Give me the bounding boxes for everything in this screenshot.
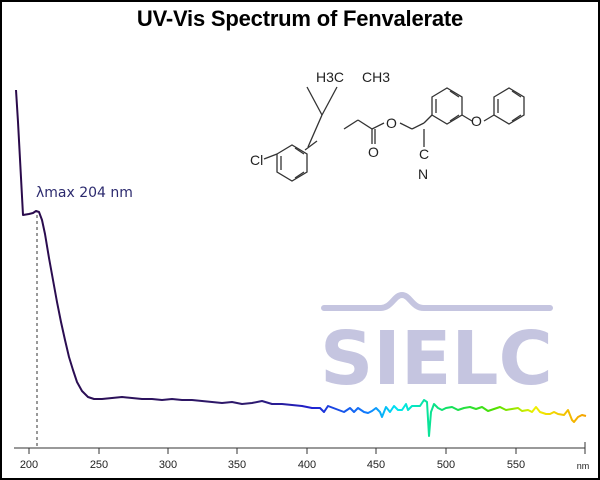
- svg-text:O: O: [368, 144, 379, 160]
- svg-text:O: O: [471, 113, 482, 129]
- svg-text:Cl: Cl: [250, 152, 263, 168]
- svg-text:550: 550: [507, 459, 525, 471]
- svg-text:250: 250: [90, 459, 108, 471]
- svg-text:CH3: CH3: [362, 69, 390, 85]
- watermark-text: SIELC: [320, 316, 553, 402]
- svg-text:400: 400: [298, 459, 316, 471]
- svg-text:300: 300: [159, 459, 177, 471]
- x-axis: [14, 442, 586, 454]
- svg-text:H3C: H3C: [316, 69, 344, 85]
- x-tick-labels: 200 250 300 350 400 450 500 550 nm: [20, 459, 589, 471]
- svg-text:N: N: [418, 166, 428, 182]
- svg-text:350: 350: [228, 459, 246, 471]
- svg-text:450: 450: [367, 459, 385, 471]
- chemical-structure: [263, 86, 525, 182]
- svg-text:O: O: [386, 115, 397, 131]
- lambda-max-label: λmax 204 nm: [36, 185, 133, 201]
- chart-title: UV-Vis Spectrum of Fenvalerate: [136, 6, 464, 31]
- svg-text:C: C: [419, 146, 429, 162]
- sielc-watermark: SIELC: [320, 291, 553, 402]
- structure-labels: H3C CH3 O O Cl C N O: [250, 69, 482, 182]
- svg-text:500: 500: [437, 459, 455, 471]
- svg-text:200: 200: [20, 459, 38, 471]
- x-unit-label: nm: [577, 461, 590, 471]
- spectrum-line: [15, 89, 587, 437]
